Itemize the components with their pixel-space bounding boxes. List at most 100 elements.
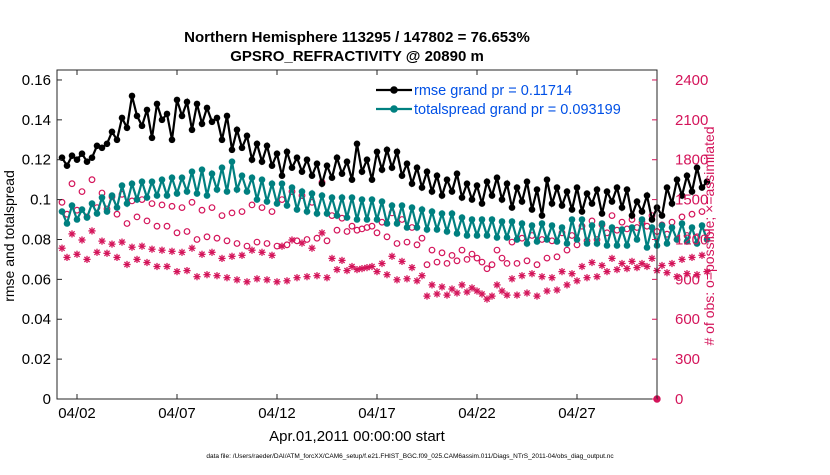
obs-possible-marker	[188, 198, 196, 206]
obs-assimilated-marker	[683, 270, 691, 278]
rmse-point	[63, 162, 71, 169]
y2-tick-label: 2100	[675, 112, 708, 129]
legend-spread-marker	[390, 105, 398, 113]
obs-assimilated-marker	[393, 276, 401, 284]
spread-point	[663, 240, 671, 247]
spread-point	[163, 192, 171, 199]
obs-possible-marker	[213, 234, 221, 242]
rmse-point	[498, 196, 506, 203]
rmse-point	[513, 184, 521, 191]
obs-possible-marker	[443, 260, 451, 267]
obs-assimilated-marker	[648, 254, 656, 262]
rmse-point	[423, 168, 431, 175]
rmse-point	[373, 148, 381, 156]
spread-point	[553, 238, 561, 245]
spread-point	[58, 208, 66, 215]
obs-assimilated-marker	[403, 275, 411, 283]
y2-tick-label: 0	[675, 391, 683, 408]
obs-possible-marker	[678, 213, 686, 221]
obs-assimilated-marker	[618, 259, 626, 268]
spread-point	[153, 192, 161, 199]
rmse-point	[573, 184, 581, 191]
obs-assimilated-marker	[68, 230, 76, 238]
rmse-point	[358, 168, 366, 175]
obs-possible-marker	[523, 257, 531, 265]
rmse-point	[488, 192, 496, 199]
spread-point	[703, 236, 711, 243]
obs-possible-marker	[483, 265, 491, 273]
obs-possible-marker	[198, 206, 206, 214]
spread-point	[378, 198, 386, 205]
y2-tick-label: 600	[675, 311, 700, 328]
rmse-point	[278, 172, 286, 179]
obs-assimilated-marker	[353, 266, 361, 274]
spread-point	[558, 224, 566, 231]
rmse-point	[113, 136, 121, 144]
spread-point	[688, 224, 696, 231]
rmse-point	[438, 192, 446, 199]
y2-tick-label: 1200	[675, 231, 708, 248]
spread-point	[608, 224, 616, 231]
rmse-point	[228, 146, 236, 154]
obs-assimilated-marker	[388, 252, 396, 260]
rmse-point	[218, 136, 226, 144]
obs-possible-marker	[243, 242, 251, 250]
spread-point	[498, 218, 506, 225]
legend-rmse-marker	[390, 86, 398, 94]
spread-point	[538, 220, 546, 227]
spread-point	[143, 194, 151, 201]
spread-point	[268, 180, 276, 187]
obs-assimilated-marker	[328, 254, 336, 262]
rmse-point	[138, 122, 146, 130]
rmse-point	[368, 176, 376, 183]
spread-point	[193, 190, 201, 197]
rmse-point	[128, 92, 136, 100]
spread-point	[563, 240, 571, 247]
obs-possible-marker	[323, 237, 331, 245]
spread-point	[448, 210, 456, 217]
obs-assimilated-marker	[143, 258, 151, 267]
rmse-point	[198, 120, 206, 128]
obs-assimilated-marker	[368, 262, 376, 271]
rmse-point	[268, 162, 276, 169]
legend-box	[370, 78, 650, 120]
rmse-point	[353, 140, 361, 148]
obs-assimilated-marker	[118, 238, 126, 246]
rmse-point	[548, 200, 556, 207]
chart-title: Northern Hemisphere 113295 / 147802 = 76…	[184, 29, 530, 46]
rmse-point	[158, 116, 166, 124]
obs-assimilated-marker	[453, 289, 461, 297]
spread-point	[298, 188, 306, 195]
spread-point	[658, 222, 666, 229]
spread-point	[543, 236, 551, 243]
obs-assimilated-marker	[223, 274, 231, 282]
obs-possible-marker	[533, 261, 541, 269]
rmse-point	[588, 200, 596, 207]
rmse-point	[338, 170, 346, 177]
obs-possible-marker	[513, 260, 521, 267]
obs-assimilated-marker	[698, 251, 706, 259]
axis-ticks: 0 0.02 0.04 0.06 0.08 0.1 0.12 0.14 0.16 0 300 600 9…	[22, 70, 708, 422]
spread-point	[243, 188, 251, 195]
obs-assimilated-marker	[358, 265, 366, 273]
obs-assimilated-marker	[233, 276, 241, 284]
rmse-point	[333, 154, 341, 161]
obs-possible-marker	[268, 208, 276, 216]
spread-point	[78, 206, 86, 213]
rmse-point	[663, 184, 671, 191]
spread-point	[693, 240, 701, 247]
obs-assimilated-marker	[478, 290, 486, 298]
obs-assimilated-marker	[433, 290, 441, 298]
y-tick-label: 0.04	[22, 311, 51, 328]
rmse-point	[213, 114, 221, 122]
obs-possible-marker	[508, 238, 516, 246]
spread-point	[458, 214, 466, 221]
obs-possible-marker	[143, 217, 151, 225]
obs-assimilated-marker	[688, 253, 696, 261]
spread-point	[403, 224, 411, 231]
spread-point	[263, 198, 271, 205]
obs-assimilated-marker	[363, 264, 371, 272]
rmse-point	[443, 176, 451, 183]
x-axis-label: Apr.01,2011 00:00:00 start	[269, 428, 446, 445]
spread-point	[513, 236, 521, 243]
